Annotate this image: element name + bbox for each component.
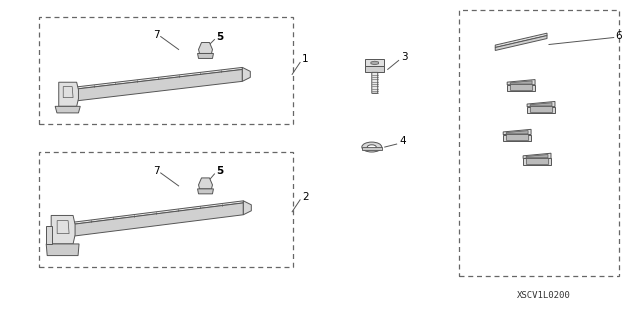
Text: 5: 5 (216, 166, 224, 176)
Polygon shape (507, 79, 535, 85)
Ellipse shape (367, 145, 376, 149)
Polygon shape (507, 85, 535, 91)
Polygon shape (365, 66, 384, 72)
Polygon shape (372, 72, 378, 93)
Polygon shape (365, 59, 384, 66)
Text: 7: 7 (153, 166, 159, 176)
Polygon shape (526, 158, 548, 164)
Polygon shape (510, 84, 532, 90)
Polygon shape (506, 134, 528, 140)
Text: XSCV1L0200: XSCV1L0200 (517, 291, 571, 300)
Polygon shape (371, 61, 379, 65)
Polygon shape (198, 54, 214, 58)
Bar (39, 17, 293, 124)
Text: 7: 7 (153, 30, 159, 40)
Polygon shape (198, 178, 212, 189)
Text: 6: 6 (616, 31, 622, 41)
Polygon shape (526, 154, 548, 158)
Polygon shape (530, 106, 552, 112)
Text: 1: 1 (302, 55, 308, 64)
Polygon shape (198, 189, 214, 194)
Polygon shape (506, 130, 528, 134)
Polygon shape (69, 203, 243, 237)
Text: 5: 5 (216, 32, 224, 41)
Polygon shape (527, 107, 555, 113)
Polygon shape (198, 42, 212, 54)
Ellipse shape (362, 142, 381, 152)
Polygon shape (46, 244, 79, 256)
Polygon shape (530, 103, 552, 106)
Polygon shape (73, 67, 243, 89)
Polygon shape (362, 147, 381, 150)
Polygon shape (243, 201, 252, 215)
Polygon shape (510, 81, 532, 84)
Polygon shape (46, 226, 52, 244)
Polygon shape (243, 67, 250, 81)
Polygon shape (503, 135, 531, 141)
Polygon shape (523, 153, 551, 159)
Polygon shape (55, 106, 80, 113)
Polygon shape (527, 101, 555, 107)
Polygon shape (503, 129, 531, 135)
Bar (39, 152, 293, 267)
Polygon shape (59, 82, 79, 106)
Polygon shape (495, 33, 547, 48)
Polygon shape (73, 70, 243, 101)
Polygon shape (51, 215, 75, 244)
Bar (460, 10, 619, 277)
Polygon shape (523, 159, 551, 165)
Text: 3: 3 (402, 52, 408, 63)
Text: 2: 2 (302, 192, 308, 202)
Polygon shape (495, 35, 547, 50)
Polygon shape (69, 201, 243, 225)
Text: 4: 4 (399, 136, 406, 146)
